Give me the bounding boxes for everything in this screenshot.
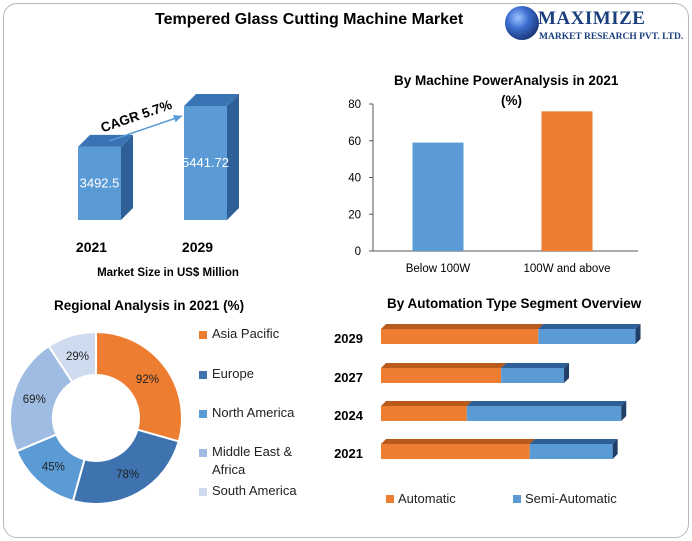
market-bar-side (121, 134, 133, 220)
power-chart-title-line2: (%) (501, 93, 522, 108)
legend-label: South America (212, 483, 297, 498)
automation-bar-end (564, 363, 570, 383)
market-bar-top (184, 94, 239, 106)
automation-chart-title: By Automation Type Segment Overview (387, 296, 642, 311)
donut-slice (95, 330, 183, 443)
market-year-label: 2029 (182, 239, 213, 255)
automation-bar-top (381, 439, 535, 444)
power-category-label: Below 100W (406, 263, 471, 275)
globe-logo-icon (505, 6, 539, 40)
power-category-label: 100W and above (524, 263, 611, 275)
power-y-tick-label: 60 (348, 136, 361, 148)
infographic-frame (3, 3, 689, 538)
legend-swatch (199, 449, 207, 457)
power-bar (541, 111, 593, 251)
automation-year-label: 2024 (334, 408, 364, 423)
legend-swatch (199, 488, 207, 496)
automation-bar-top (529, 439, 618, 444)
donut-slice-label: 29% (66, 351, 89, 363)
automation-legend-label: Automatic (398, 491, 456, 506)
automation-bar-top (381, 324, 544, 329)
automation-bar-segment (381, 329, 539, 344)
legend-label: North America (212, 405, 295, 420)
logo-name: MAXIMIZE (538, 8, 646, 29)
market-bar (184, 106, 227, 220)
automation-bar-end (621, 401, 627, 421)
market-year-label: 2021 (76, 239, 107, 255)
automation-bar-segment (381, 368, 502, 383)
power-y-tick-label: 40 (348, 173, 361, 185)
regional-chart-title: Regional Analysis in 2021 (%) (54, 298, 245, 313)
legend-label: Middle East & (212, 444, 293, 459)
automation-bar-top (381, 363, 507, 368)
donut-slice-label: 45% (42, 461, 65, 473)
legend-swatch (199, 331, 207, 339)
automation-bar-end (612, 439, 618, 459)
automation-bar-top (381, 401, 472, 406)
automation-bar-segment (466, 406, 622, 421)
automation-bar-segment (529, 444, 613, 459)
automation-legend-swatch (386, 495, 394, 503)
automation-legend-label: Semi-Automatic (525, 491, 617, 506)
donut-slice (9, 344, 74, 453)
market-bar-value: 3492.5 (80, 175, 120, 190)
legend-label: Europe (212, 366, 254, 381)
automation-bar-top (466, 401, 627, 406)
power-y-tick-label: 80 (348, 99, 361, 111)
power-bar (412, 142, 464, 251)
market-bar-side (227, 94, 239, 220)
automation-bar-top (501, 363, 570, 368)
legend-swatch (199, 371, 207, 379)
legend-label: Africa (212, 462, 246, 477)
page-title: Tempered Glass Cutting Machine Market (155, 11, 464, 28)
automation-legend-swatch (513, 495, 521, 503)
automation-bar-segment (538, 329, 636, 344)
cagr-arrow-head (173, 114, 182, 123)
donut-slice-label: 78% (116, 469, 139, 481)
donut-slice-label: 92% (136, 374, 159, 386)
donut-slice (47, 330, 97, 384)
automation-bar-end (635, 324, 641, 344)
market-bar (78, 146, 121, 220)
automation-bar-segment (381, 444, 530, 459)
power-y-tick-label: 0 (355, 246, 361, 258)
power-y-tick-label: 20 (348, 209, 361, 221)
automation-year-label: 2027 (334, 370, 363, 385)
power-chart-title-line1: By Machine PowerAnalysis in 2021 (394, 73, 619, 88)
donut-slice-label: 69% (23, 394, 46, 406)
logo-subtitle: MARKET RESEARCH PVT. LTD. (539, 32, 684, 42)
market-xlabel: Market Size in US$ Million (97, 267, 239, 279)
automation-bar-segment (381, 406, 467, 421)
automation-year-label: 2021 (334, 446, 363, 461)
automation-bar-top (538, 324, 641, 329)
donut-slice (71, 428, 180, 505)
cagr-arrow-line (109, 115, 183, 142)
legend-swatch (199, 410, 207, 418)
market-bar-value: 5441.72 (182, 155, 229, 170)
automation-year-label: 2029 (334, 331, 363, 346)
legend-label: Asia Pacific (212, 326, 280, 341)
automation-bar-segment (501, 368, 565, 383)
